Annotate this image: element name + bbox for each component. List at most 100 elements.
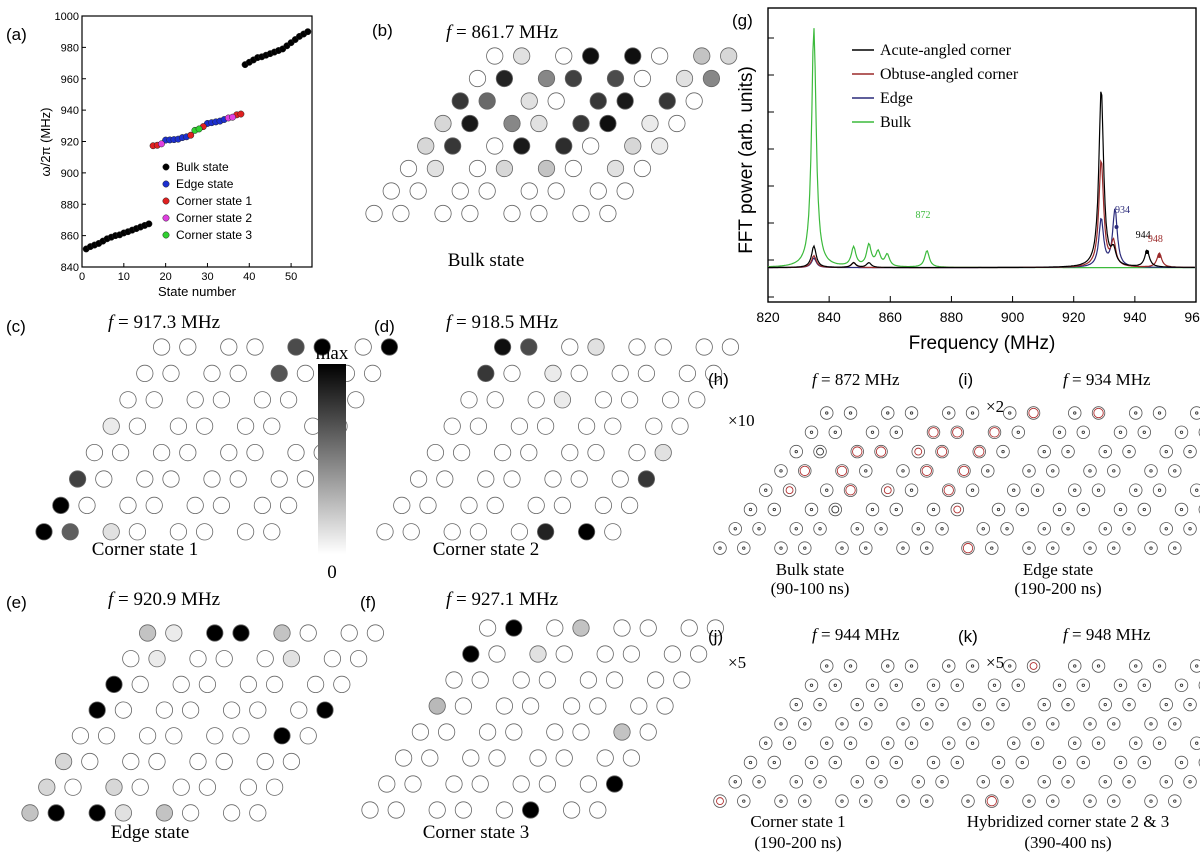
lattice-site xyxy=(564,69,583,88)
lattice-site xyxy=(926,755,941,770)
lattice-site xyxy=(155,701,173,719)
lattice-site xyxy=(850,775,864,789)
lattice-site-core xyxy=(870,760,875,765)
lattice-site xyxy=(728,775,742,789)
lattice-site xyxy=(529,645,547,663)
lattice-site-core xyxy=(848,411,853,415)
lattice-site xyxy=(961,794,975,808)
x-tick-label: 920 xyxy=(1062,309,1086,325)
lattice-site xyxy=(122,752,140,771)
lattice-site-core xyxy=(825,664,829,668)
lattice-i xyxy=(961,406,1200,555)
panel-h-label: (h) xyxy=(708,370,729,389)
lattice-site-core xyxy=(1173,546,1177,550)
lattice-site xyxy=(215,650,233,668)
lattice-site xyxy=(527,496,545,514)
lattice-site-core xyxy=(996,507,1001,512)
lattice-site-core xyxy=(1142,760,1146,765)
x-tick-label: 20 xyxy=(160,271,172,283)
colorbar: max 0 xyxy=(316,343,349,583)
lattice-site xyxy=(1052,502,1067,517)
lattice-site xyxy=(229,470,247,488)
lattice-site xyxy=(1113,425,1128,440)
lattice-site xyxy=(128,417,147,435)
lattice-site-core xyxy=(809,430,814,434)
lattice-site xyxy=(950,755,964,770)
lattice-site-core xyxy=(803,799,807,803)
lattice-site-core xyxy=(1042,527,1046,531)
lattice-site xyxy=(881,659,895,673)
lattice-site-core xyxy=(992,683,997,687)
lattice-site xyxy=(299,624,317,642)
lattice-site xyxy=(911,775,925,789)
lattice-site-core xyxy=(914,447,923,456)
lattice-site xyxy=(1083,541,1097,555)
lattice-site xyxy=(661,391,680,409)
panel-k-time: (390-400 ns) xyxy=(1024,833,1111,852)
lattice-site xyxy=(759,736,773,750)
lattice-site xyxy=(570,470,588,488)
legend-label: Corner state 2 xyxy=(176,211,252,225)
lattice-site xyxy=(189,752,207,771)
lattice-site xyxy=(798,794,812,808)
lattice-site xyxy=(445,671,463,689)
lattice-site-core xyxy=(1027,799,1031,803)
lattice-site-core xyxy=(970,741,975,745)
lattice-site xyxy=(646,671,665,689)
legend-label: Acute-angled corner xyxy=(880,42,1012,59)
lattice-site xyxy=(587,443,605,462)
chart-g-ylabel: FFT power (arb. units) xyxy=(736,66,757,254)
lattice-site-core xyxy=(909,488,914,492)
lattice-site-core xyxy=(947,664,951,668)
lattice-site xyxy=(296,364,315,382)
lattice-site xyxy=(71,727,90,745)
lattice-site xyxy=(493,443,512,462)
lattice-site xyxy=(628,338,646,356)
chart-a-ticks: 0 10 20 30 40 50 840 860 880 900 920 940 960 980 1000 xyxy=(55,11,298,283)
lattice-site-core xyxy=(1157,411,1162,415)
lattice-site-core xyxy=(1195,411,1199,415)
panel-f: (f) f = 927.1 MHz Corner state 3 xyxy=(360,589,725,843)
peak-label: 944 xyxy=(1136,230,1151,241)
lattice-site xyxy=(220,338,238,356)
lattice-site xyxy=(1076,425,1090,440)
lattice-site xyxy=(555,47,573,65)
lattice-site-core xyxy=(1005,527,1009,531)
lattice-site-core xyxy=(1008,664,1012,668)
lattice-site-core xyxy=(879,780,883,784)
lattice-site-core xyxy=(947,741,951,745)
lattice-site xyxy=(1052,425,1067,440)
lattice-site xyxy=(782,736,797,750)
lattice-site xyxy=(577,417,596,435)
lattice-site-core xyxy=(864,546,868,550)
lattice-site xyxy=(1046,794,1060,808)
data-point xyxy=(158,140,165,148)
lattice-site xyxy=(1030,736,1045,750)
panel-f-label: (f) xyxy=(360,593,376,612)
lattice-site xyxy=(987,678,1002,693)
lattice-site-core xyxy=(799,465,810,477)
lattice-site xyxy=(835,541,849,555)
lattice-site-core xyxy=(925,722,929,726)
lattice-site-core xyxy=(1127,527,1131,531)
lattice-site xyxy=(865,425,880,440)
lattice-d xyxy=(376,338,740,541)
lattice-site xyxy=(820,736,834,750)
panel-c: (c) f = 917.3 MHz Corner state 1 xyxy=(6,312,399,560)
lattice-site xyxy=(942,736,956,750)
lattice-site xyxy=(503,114,521,133)
panel-k-title: f = 948 MHz xyxy=(1063,625,1151,644)
legend-label: Obtuse-angled corner xyxy=(880,66,1019,83)
lattice-site xyxy=(553,391,572,409)
lattice-site-core xyxy=(947,411,951,415)
chart-a-legend: Bulk state Edge state Corner state 1 Corner… xyxy=(162,160,252,242)
lattice-site xyxy=(249,804,267,822)
lattice-site xyxy=(693,47,711,65)
panel-i-caption: Edge state xyxy=(1023,560,1093,579)
lattice-site xyxy=(889,425,903,440)
lattice-site xyxy=(789,697,803,712)
chart-g-xlabel: Frequency (MHz) xyxy=(909,333,1056,354)
lattice-site xyxy=(136,364,154,382)
lattice-site xyxy=(1061,522,1075,536)
lattice-site xyxy=(1083,794,1097,808)
